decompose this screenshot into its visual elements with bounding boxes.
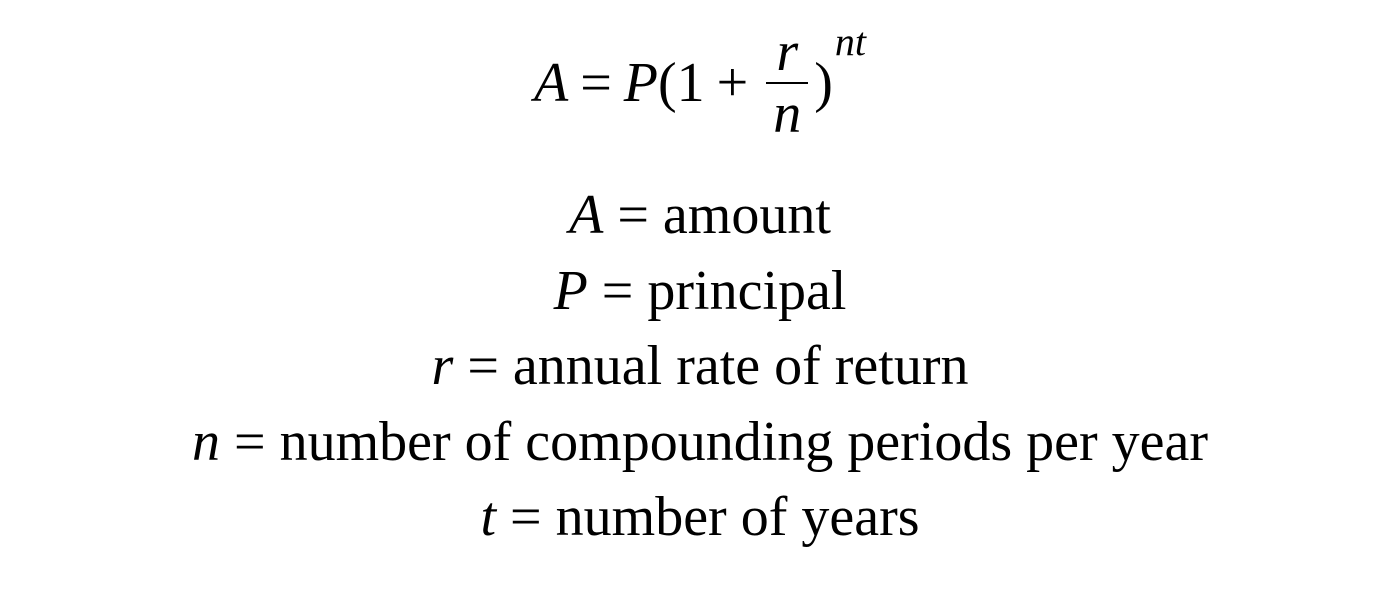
fraction-numerator: r — [776, 24, 798, 82]
definition-eq: = — [588, 254, 648, 330]
definition-text: annual rate of return — [513, 329, 969, 405]
plus-sign: + — [705, 51, 761, 115]
fraction-denominator: n — [773, 84, 801, 142]
definition-eq: = — [220, 405, 280, 481]
equals-sign: = — [568, 51, 624, 115]
exponent-n: n — [835, 19, 855, 64]
exponent-nt: nt — [835, 18, 866, 65]
compound-interest-formula: A = P ( 1 + r n ) nt A = amount P = prin… — [192, 18, 1208, 556]
definition-t: t = number of years — [480, 480, 919, 556]
close-paren: ) — [814, 51, 833, 115]
definition-n: n = number of compounding periods per ye… — [192, 405, 1208, 481]
definition-eq: = — [603, 178, 663, 254]
definition-text: number of compounding periods per year — [280, 405, 1208, 481]
definition-r: r = annual rate of return — [432, 329, 969, 405]
var-A: A — [534, 51, 568, 115]
exponent-t: t — [855, 19, 866, 64]
definition-text: principal — [647, 254, 846, 330]
definition-var: t — [480, 480, 496, 556]
fraction-r-over-n: r n — [766, 24, 808, 142]
open-paren: ( — [658, 51, 677, 115]
definition-var: P — [554, 254, 588, 330]
definition-var: A — [569, 178, 603, 254]
formula-equation: A = P ( 1 + r n ) nt — [534, 18, 866, 148]
definition-P: P = principal — [554, 254, 847, 330]
definition-var: r — [432, 329, 454, 405]
definition-text: number of years — [556, 480, 920, 556]
definition-A: A = amount — [569, 178, 831, 254]
definition-text: amount — [663, 178, 831, 254]
definition-var: n — [192, 405, 220, 481]
var-P: P — [624, 51, 658, 115]
definition-eq: = — [453, 329, 513, 405]
variable-definitions: A = amount P = principal r = annual rate… — [192, 178, 1208, 556]
const-one: 1 — [677, 51, 705, 115]
definition-eq: = — [496, 480, 556, 556]
